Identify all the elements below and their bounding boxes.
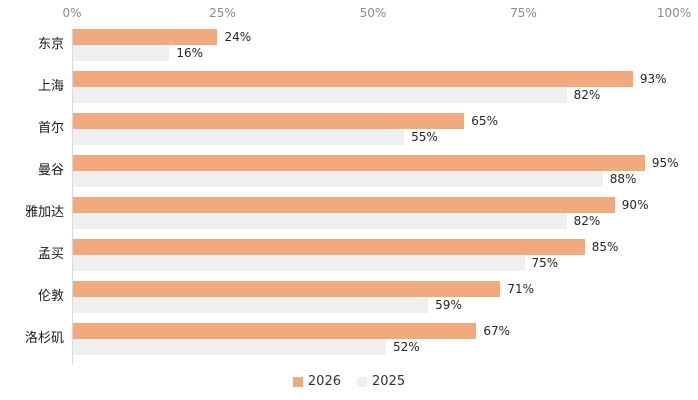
x-axis-tick: 50% — [359, 6, 387, 20]
bar-row-2026: 85% — [73, 239, 675, 255]
x-axis-tick: 0% — [62, 6, 82, 20]
category-label: 雅加达 — [24, 205, 64, 220]
category-group: 65% 55% — [73, 113, 675, 155]
bar-row-2026: 65% — [73, 113, 675, 129]
category-group: 95% 88% — [73, 155, 679, 197]
bar-row-2026: 71% — [73, 281, 675, 297]
bar-value-label: 82% — [573, 88, 601, 102]
bar-row-2025: 16% — [73, 45, 675, 61]
bar-row-2025: 52% — [73, 339, 675, 355]
bar-2025 — [73, 45, 170, 61]
legend-label: 2026 — [307, 374, 341, 389]
x-axis-tick: 100% — [656, 6, 692, 20]
x-axis-tick: 75% — [510, 6, 537, 20]
legend-item-2025[interactable]: 2025 — [357, 374, 405, 389]
bar-2025 — [73, 129, 405, 145]
bar-row-2026: 67% — [73, 323, 675, 339]
plot-area: 24% 16% 93% 82% 65% 55% 95% 88% 90% 82% 85% 75% 71% 5… — [72, 29, 679, 365]
bar-2026 — [73, 113, 465, 129]
category-label: 洛杉矶 — [24, 331, 64, 346]
category-group: 85% 75% — [73, 239, 675, 281]
bar-value-label: 65% — [471, 114, 498, 128]
bar-2026 — [73, 239, 585, 255]
bar-value-label: 75% — [531, 256, 559, 270]
category-label: 上海 — [37, 79, 64, 94]
bar-2026 — [73, 71, 633, 87]
legend-label: 2025 — [372, 374, 406, 389]
bar-2026 — [73, 197, 615, 213]
legend-swatch-icon — [292, 376, 303, 387]
category-group: 71% 59% — [73, 281, 675, 323]
bar-value-label: 52% — [393, 340, 420, 354]
bar-2026 — [73, 29, 218, 45]
bar-row-2026: 24% — [73, 29, 675, 45]
bar-value-label: 90% — [621, 198, 649, 212]
bar-row-2025: 82% — [73, 87, 675, 103]
bar-2025 — [73, 213, 567, 229]
bar-value-label: 16% — [176, 46, 203, 60]
category-label: 东京 — [37, 37, 64, 52]
bar-row-2026: 90% — [73, 197, 675, 213]
bar-value-label: 93% — [639, 72, 667, 86]
bar-value-label: 85% — [591, 240, 619, 254]
bar-value-label: 59% — [435, 298, 462, 312]
bar-2026 — [73, 281, 501, 297]
bar-value-label: 24% — [224, 30, 252, 44]
bar-row-2025: 82% — [73, 213, 675, 229]
category-group: 90% 82% — [73, 197, 675, 239]
bar-row-2026: 95% — [73, 155, 679, 171]
bar-value-label: 55% — [411, 130, 438, 144]
bar-row-2025: 59% — [73, 297, 675, 313]
bar-value-label: 95% — [651, 156, 679, 170]
category-label: 孟买 — [37, 247, 64, 262]
bar-2025 — [73, 339, 387, 355]
category-group: 67% 52% — [73, 323, 675, 365]
bar-2026 — [73, 155, 645, 171]
bar-row-2025: 55% — [73, 129, 675, 145]
bar-2026 — [73, 323, 477, 339]
bar-value-label: 82% — [573, 214, 601, 228]
category-label: 曼谷 — [37, 163, 64, 178]
category-label: 首尔 — [37, 121, 64, 136]
category-group: 24% 16% — [73, 29, 675, 71]
bar-2025 — [73, 171, 603, 187]
bar-value-label: 67% — [483, 324, 510, 338]
bar-row-2025: 88% — [73, 171, 675, 187]
x-axis-tick: 25% — [209, 6, 236, 20]
x-axis: 0% 25% 50% 75% 100% — [62, 6, 691, 22]
bar-value-label: 88% — [609, 172, 637, 186]
bar-2025 — [73, 297, 429, 313]
bar-2025 — [73, 87, 567, 103]
bar-2025 — [73, 255, 525, 271]
bar-value-label: 71% — [507, 282, 535, 296]
bar-row-2025: 75% — [73, 255, 675, 271]
legend-item-2026[interactable]: 2026 — [292, 374, 341, 389]
legend: 2026 2025 — [0, 374, 698, 389]
category-label: 伦敦 — [37, 289, 64, 304]
legend-swatch-icon — [357, 376, 367, 387]
category-group: 93% 82% — [73, 71, 675, 113]
bar-row-2026: 93% — [73, 71, 675, 87]
